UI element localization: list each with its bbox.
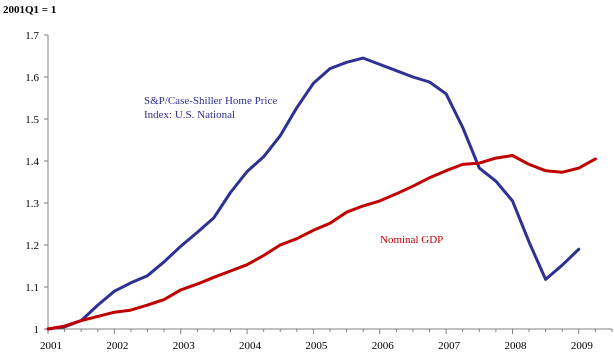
x-tick-label: 2008 xyxy=(504,340,527,352)
axes xyxy=(44,34,613,334)
series-lines xyxy=(46,56,597,331)
y-tick-label: 1.4 xyxy=(25,156,39,168)
y-tick-label: 1 xyxy=(34,324,40,336)
x-tick-labels: 2001 2002 2003 2004 2005 2006 2007 2008 2009 xyxy=(40,340,593,352)
y-tick-label: 1.5 xyxy=(25,114,39,126)
y-tick-labels: 1 1.1 1.2 1.3 1.4 1.5 1.6 1.7 xyxy=(25,30,39,336)
x-tick-label: 2005 xyxy=(305,340,328,352)
y-tick-label: 1.3 xyxy=(25,198,39,210)
gdp-series-label: Nominal GDP xyxy=(380,234,443,246)
x-tick-label: 2003 xyxy=(173,340,196,352)
home-price-index-line xyxy=(46,56,581,331)
series-labels: S&P/Case-Shiller Home Price Index: U.S. N… xyxy=(144,95,443,246)
x-tick-label: 2002 xyxy=(106,340,128,352)
y-tick-label: 1.6 xyxy=(25,72,39,84)
x-tick-label: 2006 xyxy=(372,340,395,352)
x-tick-label: 2004 xyxy=(239,340,262,352)
y-tick-label: 1.7 xyxy=(25,30,39,42)
units-label: 2001Q1 = 1 xyxy=(3,4,56,16)
x-tick-label: 2007 xyxy=(438,340,461,352)
x-tick-label: 2009 xyxy=(571,340,594,352)
y-tick-label: 1.1 xyxy=(25,282,39,294)
x-tick-label: 2001 xyxy=(40,340,62,352)
home-price-series-label: S&P/Case-Shiller Home Price Index: U.S. N… xyxy=(144,95,277,121)
nominal-gdp-line xyxy=(46,154,597,331)
y-tick-label: 1.2 xyxy=(25,240,39,252)
